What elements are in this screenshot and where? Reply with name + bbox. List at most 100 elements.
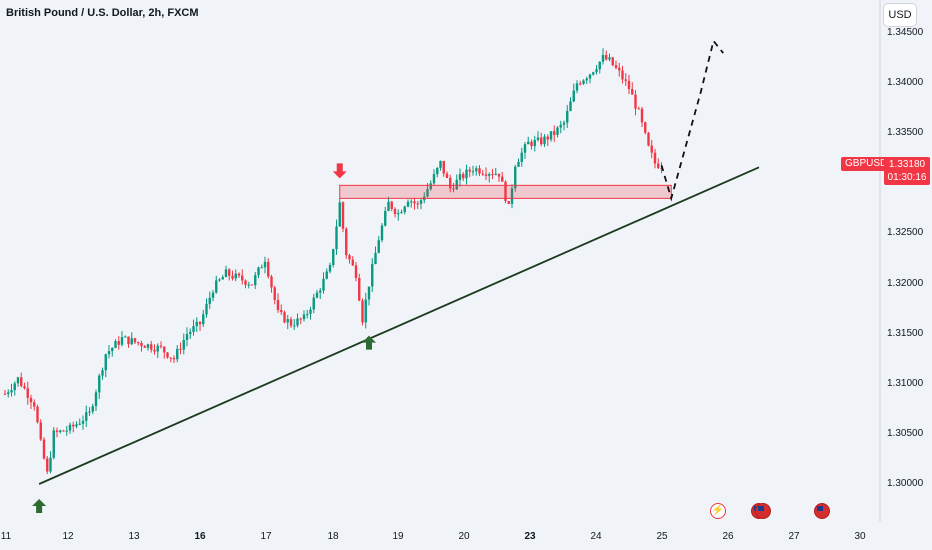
candle-body (114, 341, 117, 348)
candle-body (540, 137, 543, 145)
candle-body (52, 430, 55, 458)
current-price-label: 1.33180 01:30:16 (884, 157, 930, 185)
candle-body (624, 79, 627, 81)
candle-body (172, 357, 176, 360)
candle-body (523, 144, 527, 153)
candle-body (325, 271, 328, 279)
price-tick-label: 1.32000 (887, 277, 924, 289)
candle-body (65, 430, 68, 432)
candle-body (455, 179, 458, 190)
candle-body (351, 259, 354, 266)
candle-body (403, 206, 406, 213)
symbol-tag: GBPUSD (841, 157, 892, 171)
candle-body (211, 292, 215, 298)
candle-body (328, 265, 332, 272)
candle-body (462, 174, 465, 179)
candle-body (127, 336, 130, 345)
candle-body (410, 201, 413, 203)
candle-body (306, 313, 309, 315)
candle-body (273, 287, 276, 300)
price-tick-label: 1.30000 (887, 478, 924, 489)
candle-body (75, 424, 78, 427)
candle-body (504, 181, 507, 202)
candle-body (104, 354, 107, 371)
candle-body (595, 69, 598, 73)
candle-body (543, 136, 546, 145)
candle-body (384, 211, 387, 226)
time-tick-label: 30 (854, 531, 866, 542)
candle-body (445, 173, 449, 178)
time-tick-label: 25 (656, 531, 668, 542)
currency-button[interactable]: USD (883, 3, 917, 27)
candle-body (117, 341, 120, 345)
candle-body (257, 267, 260, 276)
candle-body (39, 422, 42, 440)
candle-body (579, 83, 582, 85)
time-tick-label: 27 (788, 531, 800, 542)
us-flag-icon[interactable] (755, 503, 771, 519)
candle-body (163, 346, 166, 353)
candle-body (618, 67, 621, 71)
candle-body (429, 183, 432, 190)
candle-body (169, 357, 172, 359)
candle-body (55, 430, 59, 432)
candle-body (377, 240, 380, 253)
candle-body (130, 338, 133, 345)
time-tick-label: 13 (128, 531, 140, 542)
candle-body (205, 303, 208, 315)
candle-body (491, 174, 494, 176)
candle-body (572, 90, 575, 102)
candle-body (62, 430, 65, 432)
candle-body (299, 318, 302, 320)
candle-body (653, 152, 657, 164)
candle-body (42, 439, 46, 459)
candle-body (556, 127, 559, 135)
candle-body (179, 348, 182, 350)
candle-body (221, 277, 224, 280)
candle-body (91, 406, 94, 412)
candle-body (332, 249, 335, 266)
candle-body (101, 370, 104, 376)
candle-body (631, 89, 634, 95)
candle-body (143, 346, 146, 348)
down-arrow-icon (332, 163, 347, 179)
candle-body (533, 139, 536, 147)
candle-body (598, 61, 601, 70)
candle-body (215, 280, 218, 293)
candle-body (621, 70, 624, 80)
candle-body (608, 57, 611, 60)
candle-body (501, 176, 504, 182)
us-flag-icon[interactable] (814, 503, 830, 519)
candle-body (468, 169, 471, 172)
candle-body (237, 273, 241, 276)
candle-body (88, 411, 91, 413)
candle-body (182, 339, 185, 350)
candle-body (562, 122, 566, 125)
candle-body (452, 188, 455, 190)
flash-event-icon[interactable]: ⚡ (710, 503, 726, 519)
candle-body (234, 273, 237, 279)
candle-body (26, 388, 29, 398)
candle-body (458, 174, 462, 180)
candle-body (289, 319, 293, 326)
candle-body (439, 160, 442, 168)
projection-path (660, 39, 724, 202)
candle-body (241, 275, 244, 281)
candle-body (416, 203, 419, 205)
candle-body (549, 131, 553, 140)
candle-body (7, 392, 10, 394)
candle-body (20, 377, 23, 387)
time-tick-label: 16 (194, 531, 206, 542)
candle-body (358, 278, 361, 301)
candle-body (286, 319, 289, 323)
candle-body (657, 163, 660, 168)
candle-body (133, 338, 137, 343)
time-tick-label: 20 (458, 531, 470, 542)
chart-title: British Pound / U.S. Dollar, 2h, FXCM (6, 7, 199, 19)
candle-body (475, 168, 478, 172)
candle-body (208, 297, 211, 304)
price-tick-label: 1.34500 (887, 27, 924, 38)
candle-body (153, 349, 156, 352)
